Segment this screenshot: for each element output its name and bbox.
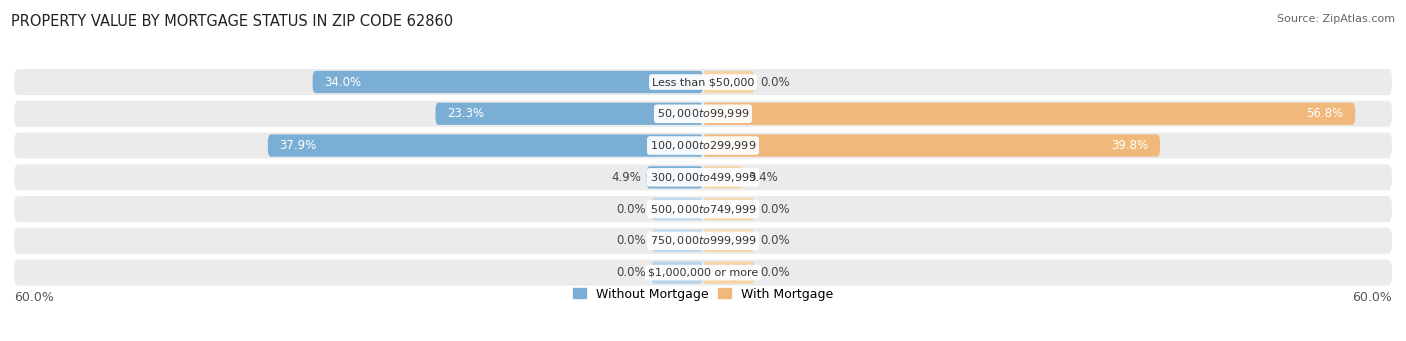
FancyBboxPatch shape <box>14 260 1392 286</box>
Legend: Without Mortgage, With Mortgage: Without Mortgage, With Mortgage <box>568 283 838 306</box>
Text: $750,000 to $999,999: $750,000 to $999,999 <box>650 234 756 247</box>
Text: 39.8%: 39.8% <box>1111 139 1149 152</box>
FancyBboxPatch shape <box>703 230 755 252</box>
FancyBboxPatch shape <box>14 196 1392 222</box>
FancyBboxPatch shape <box>703 71 755 93</box>
Text: $300,000 to $499,999: $300,000 to $499,999 <box>650 171 756 184</box>
FancyBboxPatch shape <box>703 166 742 189</box>
Text: 60.0%: 60.0% <box>14 291 53 304</box>
Text: $100,000 to $299,999: $100,000 to $299,999 <box>650 139 756 152</box>
Text: Source: ZipAtlas.com: Source: ZipAtlas.com <box>1277 14 1395 24</box>
FancyBboxPatch shape <box>14 228 1392 254</box>
Text: 0.0%: 0.0% <box>761 266 790 279</box>
Text: $500,000 to $749,999: $500,000 to $749,999 <box>650 203 756 216</box>
FancyBboxPatch shape <box>312 71 703 93</box>
Text: 0.0%: 0.0% <box>616 266 645 279</box>
FancyBboxPatch shape <box>14 164 1392 190</box>
Text: 0.0%: 0.0% <box>761 203 790 216</box>
Text: 0.0%: 0.0% <box>761 234 790 247</box>
Text: 3.4%: 3.4% <box>748 171 778 184</box>
Text: 60.0%: 60.0% <box>1353 291 1392 304</box>
Text: 0.0%: 0.0% <box>616 234 645 247</box>
FancyBboxPatch shape <box>14 133 1392 159</box>
FancyBboxPatch shape <box>14 69 1392 95</box>
FancyBboxPatch shape <box>651 262 703 284</box>
FancyBboxPatch shape <box>703 198 755 220</box>
FancyBboxPatch shape <box>651 230 703 252</box>
Text: 0.0%: 0.0% <box>761 75 790 89</box>
FancyBboxPatch shape <box>14 101 1392 127</box>
Text: 4.9%: 4.9% <box>612 171 641 184</box>
Text: PROPERTY VALUE BY MORTGAGE STATUS IN ZIP CODE 62860: PROPERTY VALUE BY MORTGAGE STATUS IN ZIP… <box>11 14 453 29</box>
FancyBboxPatch shape <box>703 103 1355 125</box>
Text: 56.8%: 56.8% <box>1306 107 1344 120</box>
Text: Less than $50,000: Less than $50,000 <box>652 77 754 87</box>
FancyBboxPatch shape <box>651 198 703 220</box>
FancyBboxPatch shape <box>647 166 703 189</box>
Text: 34.0%: 34.0% <box>323 75 361 89</box>
Text: 23.3%: 23.3% <box>447 107 484 120</box>
Text: 0.0%: 0.0% <box>616 203 645 216</box>
Text: 37.9%: 37.9% <box>280 139 316 152</box>
FancyBboxPatch shape <box>703 262 755 284</box>
FancyBboxPatch shape <box>703 134 1160 157</box>
FancyBboxPatch shape <box>436 103 703 125</box>
Text: $1,000,000 or more: $1,000,000 or more <box>648 268 758 278</box>
FancyBboxPatch shape <box>267 134 703 157</box>
Text: $50,000 to $99,999: $50,000 to $99,999 <box>657 107 749 120</box>
